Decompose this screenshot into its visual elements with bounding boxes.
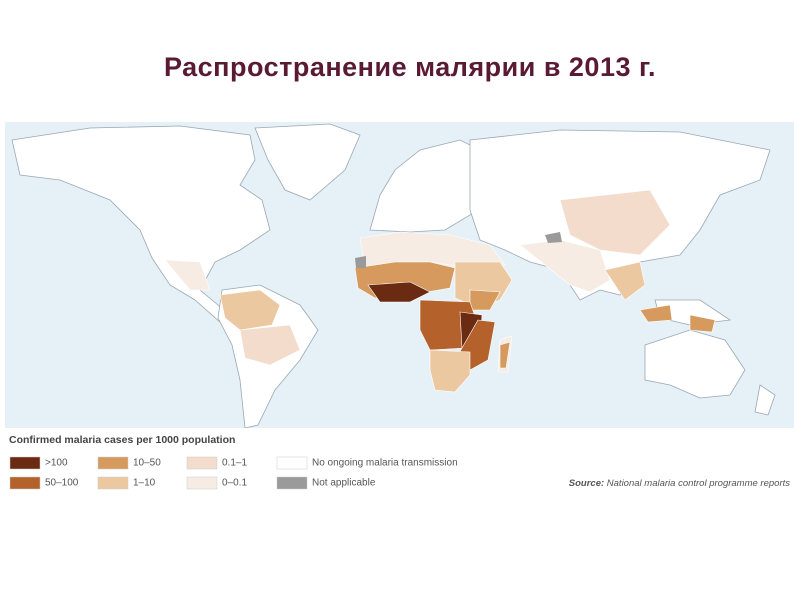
asia-oceania-americas — [164, 189, 716, 366]
legend-panel — [5, 428, 794, 494]
legend-swatch — [186, 476, 218, 490]
legend-swatch — [9, 456, 41, 470]
africa — [354, 231, 513, 393]
legend-label: 0–0.1 — [222, 478, 247, 489]
legend-swatch — [276, 456, 308, 470]
legend-swatch — [97, 476, 129, 490]
legend-label: 1–10 — [133, 478, 156, 489]
source-label: Source: — [569, 478, 604, 489]
legend-label: Not applicable — [312, 478, 376, 489]
source-text: National malaria control programme repor… — [607, 478, 790, 489]
legend-swatch — [9, 476, 41, 490]
legend-label: 0.1–1 — [222, 458, 247, 469]
legend-label: 50–100 — [45, 478, 79, 489]
source: Source: National malaria control program… — [569, 478, 790, 489]
legend-title: Confirmed malaria cases per 1000 populat… — [9, 434, 235, 446]
legend-swatch — [276, 476, 308, 490]
legend-swatch — [186, 456, 218, 470]
legend-swatch — [97, 456, 129, 470]
slide-title: Распространение малярии в 2013 г. — [163, 52, 657, 82]
legend-label: 10–50 — [133, 458, 161, 469]
legend-label: No ongoing malaria transmission — [312, 458, 458, 469]
legend-label: >100 — [45, 458, 68, 469]
